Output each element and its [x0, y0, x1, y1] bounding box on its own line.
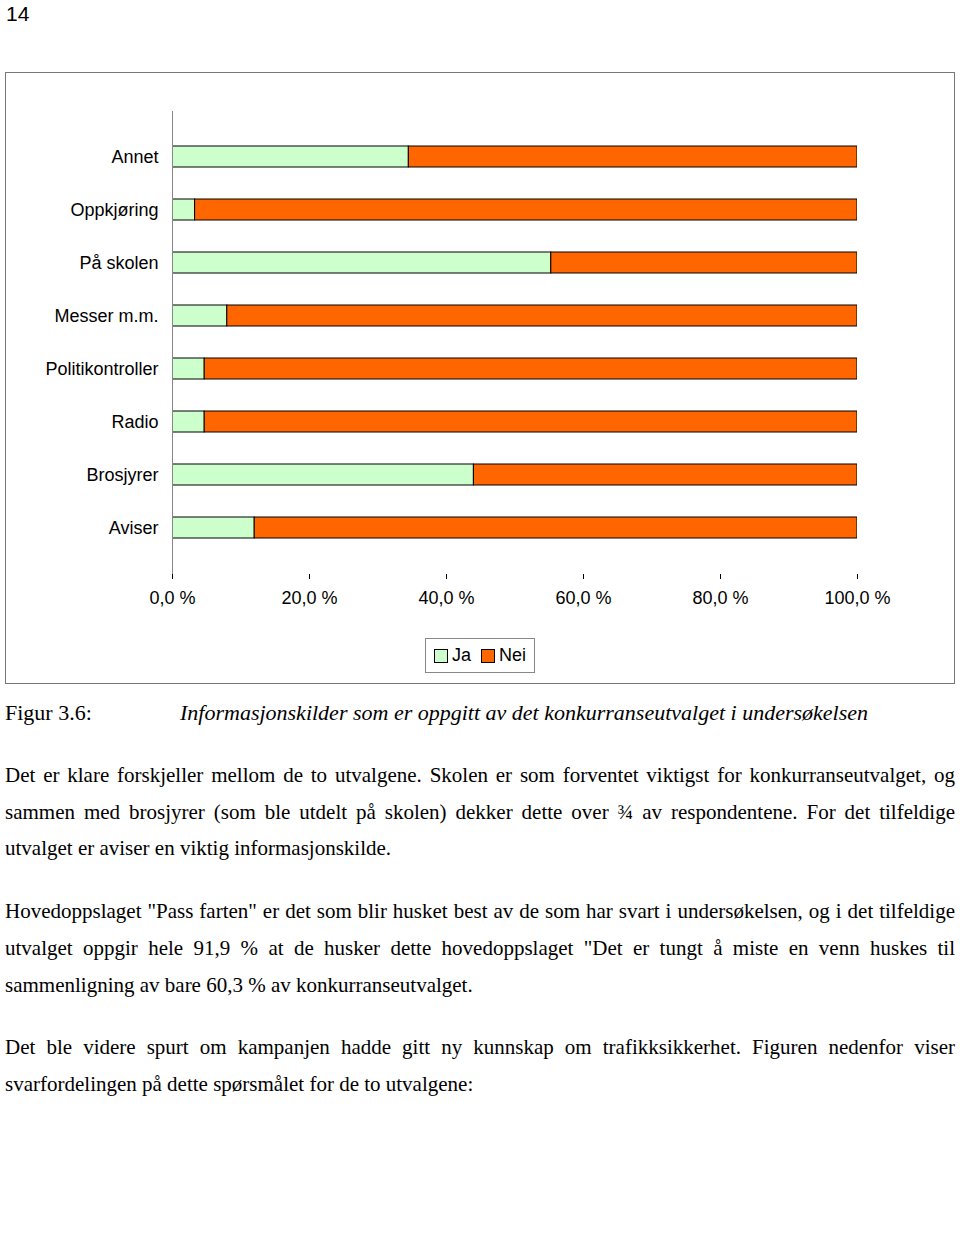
svg-text:Aviser: Aviser	[109, 518, 159, 538]
html-text:Ja: Ja	[452, 645, 471, 665]
svg-text:60,0 %: 60,0 %	[555, 588, 611, 608]
svg-text:Annet: Annet	[111, 147, 158, 167]
svg-text:Oppkjøring: Oppkjøring	[70, 200, 158, 220]
html-text:Nei: Nei	[499, 645, 526, 665]
svg-text:100,0 %: 100,0 %	[824, 588, 890, 608]
html-text:Figur 3.6:: Figur 3.6:	[5, 700, 92, 725]
svg-text:Brosjyrer: Brosjyrer	[86, 465, 158, 485]
html-text:Hovedoppslaget "Pass farten" e: Hovedoppslaget "Pass farten" er det som …	[5, 899, 955, 997]
svg-text:På skolen: På skolen	[79, 253, 158, 273]
svg-text:Politikontroller: Politikontroller	[45, 359, 158, 379]
svg-text:40,0 %: 40,0 %	[418, 588, 474, 608]
html-text:Det ble videre spurt om kampan: Det ble videre spurt om kampanjen hadde …	[5, 1035, 955, 1096]
svg-text:Radio: Radio	[111, 412, 158, 432]
svg-text:20,0 %: 20,0 %	[281, 588, 337, 608]
html-text:Det er klare forskjeller mello: Det er klare forskjeller mellom de to ut…	[5, 762, 955, 861]
svg-text:Messer m.m.: Messer m.m.	[54, 306, 158, 326]
html-text:14: 14	[6, 2, 30, 25]
svg-text:0,0 %: 0,0 %	[149, 588, 195, 608]
html-text:Informasjonskilder som er oppg: Informasjonskilder som er oppgitt av det…	[180, 700, 868, 725]
svg-text:80,0 %: 80,0 %	[692, 588, 748, 608]
